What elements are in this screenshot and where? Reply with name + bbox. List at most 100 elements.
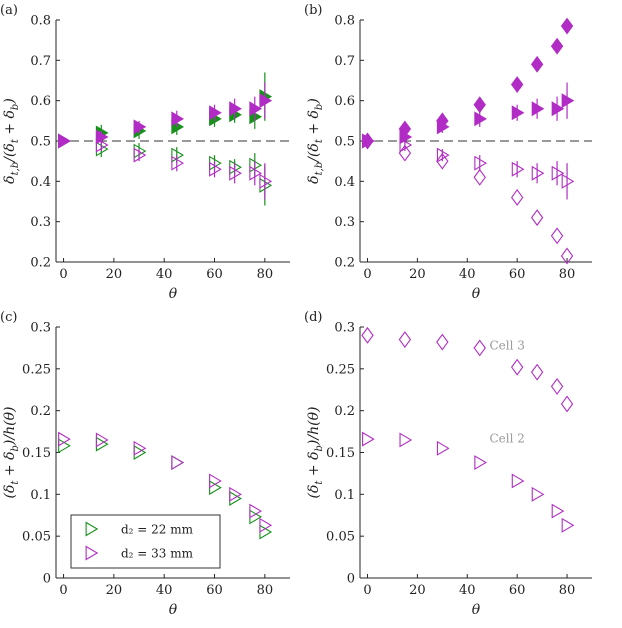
panel-label: (b) bbox=[304, 3, 322, 18]
x-axis-label: θ bbox=[169, 602, 178, 618]
data-point bbox=[58, 133, 71, 149]
data-point bbox=[171, 147, 185, 163]
y-tick-label: 0.3 bbox=[334, 321, 355, 336]
data-point bbox=[249, 101, 263, 117]
data-point bbox=[361, 326, 374, 344]
chart-panel-a: (a) 0 20 40 60 80 0.2 0.3 0.4 0.5 0.6 0.7 0.8 θ δt,b/(… bbox=[0, 3, 290, 302]
x-axis-label: θ bbox=[472, 602, 481, 618]
data-point bbox=[511, 473, 525, 489]
data-point bbox=[249, 165, 263, 181]
chart-panel-c: (c) 0 20 40 60 80 0 0.05 0.1 0.15 0.2 0.25 0.3 θ (δt +… bbox=[0, 310, 290, 618]
y-tick-label: 0.25 bbox=[22, 362, 51, 377]
data-point bbox=[560, 395, 574, 413]
x-tick-label: 40 bbox=[156, 267, 173, 282]
data-point bbox=[473, 168, 486, 186]
data-point bbox=[561, 173, 575, 189]
data-point bbox=[510, 76, 524, 93]
data-point bbox=[95, 432, 109, 448]
data-point bbox=[474, 111, 488, 127]
data-point bbox=[229, 486, 242, 502]
y-tick-label: 0.3 bbox=[334, 215, 355, 230]
y-tick-label: 0.6 bbox=[334, 94, 355, 109]
x-tick-label: 0 bbox=[59, 583, 67, 598]
y-axis-label: δt,b/(δt + δb) bbox=[306, 98, 325, 184]
data-point bbox=[133, 119, 147, 135]
series-cell-2 bbox=[362, 431, 575, 533]
data-point bbox=[133, 440, 147, 456]
y-tick-label: 0.4 bbox=[30, 175, 51, 190]
data-point bbox=[510, 358, 524, 376]
y-tick-label: 0.4 bbox=[334, 175, 355, 190]
y-axis-label: (δt + δb)/h(θ) bbox=[2, 407, 21, 499]
data-point bbox=[560, 247, 574, 265]
y-tick-label: 0.1 bbox=[334, 488, 355, 503]
y-tick-label: 0.6 bbox=[30, 94, 51, 109]
data-point bbox=[229, 101, 242, 117]
x-tick-label: 40 bbox=[459, 583, 476, 598]
x-tick-label: 40 bbox=[156, 583, 173, 598]
x-axis-label: θ bbox=[472, 286, 481, 302]
legend-label: d₂ = 22 mm bbox=[121, 523, 194, 537]
y-tick-label: 0.3 bbox=[30, 215, 51, 230]
y-tick-label: 0.05 bbox=[22, 530, 51, 545]
x-axis-label: θ bbox=[169, 286, 178, 302]
panel-label: (d) bbox=[304, 310, 322, 325]
y-tick-label: 0.15 bbox=[326, 446, 355, 461]
data-point bbox=[551, 101, 565, 117]
y-tick-label: 0.5 bbox=[30, 135, 51, 150]
data-point bbox=[550, 37, 564, 55]
data-point bbox=[259, 517, 273, 533]
data-point bbox=[531, 165, 545, 181]
series-cell-3-bottom bbox=[361, 132, 574, 265]
y-tick-label: 0.2 bbox=[334, 256, 355, 271]
data-point bbox=[362, 133, 375, 149]
legend-marker bbox=[85, 521, 99, 537]
data-point bbox=[436, 152, 449, 170]
series-d2-33-mm bbox=[58, 431, 273, 533]
y-axis-label: δt,b/(δt + δb) bbox=[2, 98, 21, 184]
x-tick-label: 0 bbox=[363, 583, 371, 598]
x-tick-label: 20 bbox=[409, 267, 426, 282]
data-point bbox=[249, 503, 263, 519]
data-point bbox=[229, 165, 242, 181]
x-tick-label: 60 bbox=[509, 267, 526, 282]
y-tick-label: 0.7 bbox=[334, 54, 355, 69]
data-point bbox=[399, 432, 413, 448]
data-point bbox=[171, 111, 185, 127]
x-tick-label: 80 bbox=[559, 267, 576, 282]
legend-box bbox=[70, 514, 221, 569]
data-point bbox=[550, 377, 564, 395]
legend: d₂ = 22 mm d₂ = 33 mm bbox=[70, 514, 221, 569]
series-cell-2-top bbox=[362, 82, 575, 149]
data-point bbox=[58, 133, 71, 149]
series-cell-2-bottom bbox=[362, 133, 575, 200]
chart-panel-b: (b) 0 20 40 60 80 0.2 0.3 0.4 0.5 0.6 0.7 0.8 θ δt,b/(… bbox=[304, 3, 592, 302]
series-cell-3 bbox=[361, 326, 574, 413]
data-point bbox=[259, 173, 273, 189]
data-point bbox=[259, 524, 273, 540]
data-point bbox=[530, 363, 544, 381]
data-point bbox=[259, 93, 273, 109]
data-point bbox=[436, 147, 450, 163]
data-point bbox=[171, 455, 185, 471]
y-tick-label: 0.2 bbox=[334, 404, 355, 419]
data-point bbox=[560, 17, 574, 35]
annotation-label: Cell 3 bbox=[489, 339, 524, 353]
x-tick-label: 40 bbox=[459, 267, 476, 282]
data-point bbox=[474, 455, 488, 471]
data-point bbox=[399, 137, 413, 153]
series-d2-33mm-bottom bbox=[58, 133, 273, 200]
x-tick-label: 20 bbox=[106, 583, 123, 598]
data-point bbox=[510, 189, 524, 206]
data-point bbox=[209, 161, 222, 177]
data-point bbox=[474, 155, 488, 171]
data-point bbox=[171, 455, 185, 471]
data-point bbox=[171, 155, 185, 171]
annotation-label: Cell 2 bbox=[489, 431, 524, 445]
y-tick-label: 0 bbox=[43, 572, 51, 587]
data-point bbox=[58, 438, 71, 454]
data-point bbox=[551, 503, 565, 519]
data-point bbox=[95, 137, 109, 153]
data-point bbox=[362, 431, 375, 447]
panel-label: (a) bbox=[0, 3, 18, 18]
